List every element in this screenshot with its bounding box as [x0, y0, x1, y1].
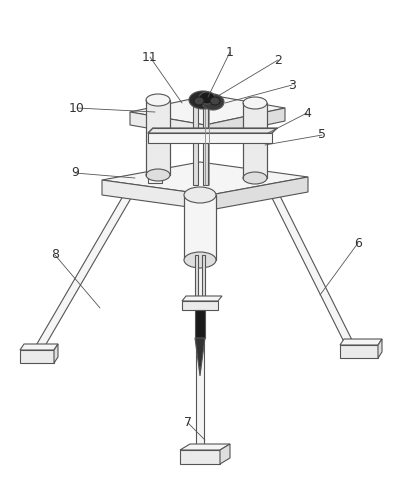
Polygon shape	[20, 350, 54, 363]
Ellipse shape	[194, 97, 204, 105]
Polygon shape	[195, 310, 205, 338]
Text: 7: 7	[184, 417, 192, 430]
Polygon shape	[146, 100, 170, 175]
Polygon shape	[245, 118, 260, 178]
Ellipse shape	[243, 172, 267, 184]
Polygon shape	[148, 133, 272, 143]
Ellipse shape	[210, 97, 220, 105]
Polygon shape	[266, 183, 353, 347]
Polygon shape	[195, 255, 198, 305]
Polygon shape	[180, 444, 230, 450]
Polygon shape	[130, 112, 205, 138]
Polygon shape	[210, 177, 308, 210]
Polygon shape	[20, 344, 58, 350]
Polygon shape	[220, 444, 230, 464]
Polygon shape	[180, 450, 220, 464]
Ellipse shape	[146, 94, 170, 106]
Polygon shape	[378, 339, 382, 358]
Polygon shape	[148, 128, 277, 133]
Polygon shape	[102, 180, 210, 210]
Polygon shape	[102, 162, 308, 195]
Ellipse shape	[243, 97, 267, 109]
Polygon shape	[54, 344, 58, 363]
Polygon shape	[340, 339, 382, 345]
Text: 10: 10	[69, 101, 85, 114]
Polygon shape	[182, 301, 218, 310]
Text: 2: 2	[274, 53, 282, 66]
Polygon shape	[203, 95, 208, 185]
Ellipse shape	[202, 94, 224, 110]
Ellipse shape	[184, 252, 216, 268]
Text: 8: 8	[51, 249, 59, 261]
Polygon shape	[196, 183, 204, 450]
Polygon shape	[243, 103, 267, 178]
Text: 6: 6	[354, 237, 362, 250]
Text: 5: 5	[318, 129, 326, 142]
Text: 9: 9	[71, 167, 79, 180]
Polygon shape	[130, 95, 285, 125]
Text: 4: 4	[303, 106, 311, 119]
Text: 3: 3	[288, 78, 296, 91]
Text: 1: 1	[226, 45, 234, 58]
Polygon shape	[340, 345, 378, 358]
Polygon shape	[202, 255, 205, 305]
Polygon shape	[184, 195, 216, 260]
Ellipse shape	[146, 169, 170, 181]
Polygon shape	[193, 95, 198, 185]
Polygon shape	[182, 296, 222, 301]
Polygon shape	[148, 125, 162, 183]
Ellipse shape	[199, 92, 215, 104]
Ellipse shape	[184, 187, 216, 203]
Polygon shape	[195, 338, 205, 368]
Ellipse shape	[189, 91, 217, 109]
Text: 11: 11	[142, 50, 158, 63]
Polygon shape	[205, 108, 285, 138]
Polygon shape	[199, 368, 201, 376]
Polygon shape	[35, 190, 133, 352]
